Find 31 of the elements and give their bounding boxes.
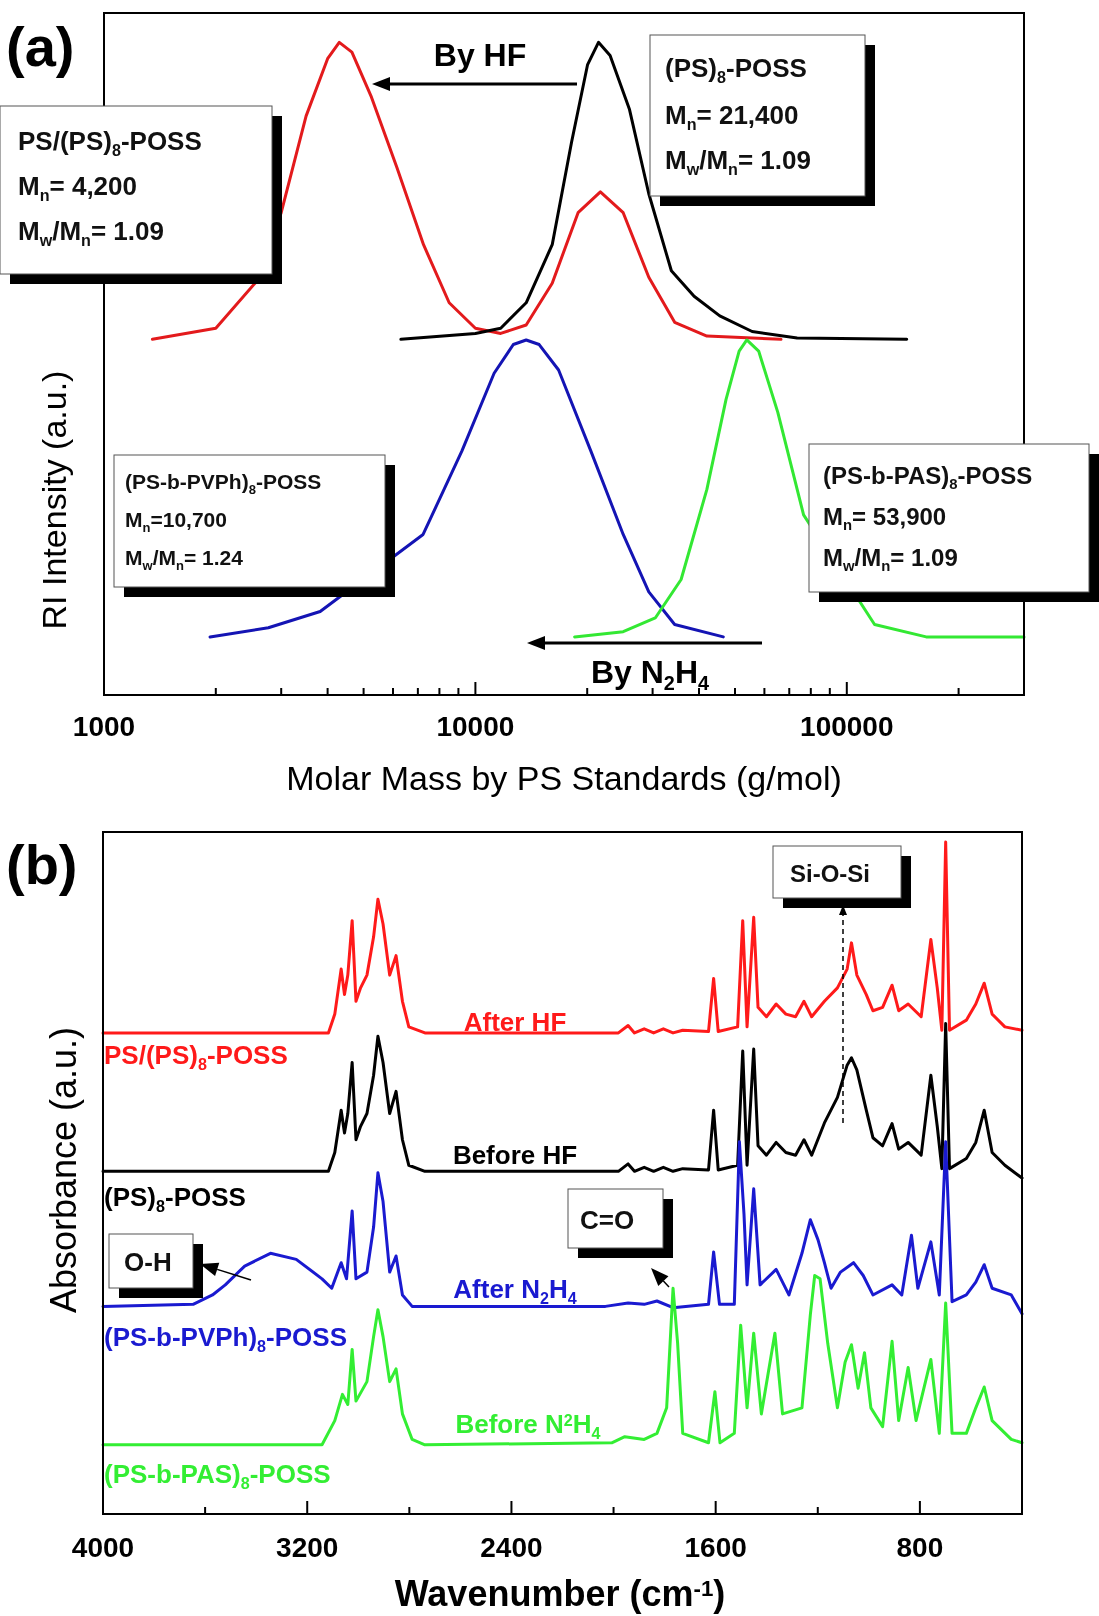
annotation: PS/(PS)$_{8}$-POSS [104, 1040, 288, 1073]
y-axis-title: Absorbance (a.u.) [43, 1026, 84, 1314]
annotation: After HF [463, 1007, 567, 1037]
annotation: (PS-b-PAS)$_{8}$-POSS [104, 1459, 331, 1492]
text: (b) [6, 833, 78, 896]
annotation: Before N$^{2}$H$_{4}$ [455, 1409, 601, 1442]
annotation: By HF [433, 37, 527, 73]
x-axis-title: Molar Mass by PS Standards (g/mol) [286, 759, 842, 797]
annotation: (PS)$_{8}$-POSS [104, 1182, 246, 1215]
text: (PS)$_{8}$-POSS M$_{n}$= 21,400 M$_{w}$/M$_{n}$= 1.09 [665, 53, 811, 178]
annotation: By N$_{2}$H$_{4}$ [590, 654, 710, 694]
x-tick-label: 1000 [72, 711, 136, 742]
annotation: C=O [580, 1205, 635, 1235]
text: (PS-b-PAS)$_{8}$-POSS M$_{n}$= 53,900 M$_{w}$/M$_{n}$= 1.09 [823, 462, 1033, 575]
text: (a) [6, 15, 75, 78]
annotation: (PS-b-PVPh)$_{8}$-POSS [104, 1322, 347, 1355]
text: PS/(PS)$_{8}$-POSS M$_{n}$= 4,200 M$_{w}$/M$_{n}$= 1.09 [18, 126, 202, 249]
annotation: After N$_{2}$H$_{4}$ [453, 1274, 577, 1307]
annotation: Before HF [452, 1140, 578, 1170]
x-axis-title: Wavenumber (cm$^{-1}$) [394, 1573, 726, 1614]
x-tick-label: 4000 [71, 1532, 135, 1563]
annotation: Si-O-Si [790, 860, 871, 887]
y-axis-title: RI Intensity (a.u.) [35, 370, 73, 630]
x-tick-label: 1600 [684, 1532, 747, 1563]
text: (PS-b-PVPh)$_{8}$-POSS M$_{n}$=10,700 M$_{w}$/M$_{n}$= 1.24 [125, 470, 322, 573]
annotation: O-H [124, 1247, 172, 1277]
x-tick-label: 800 [896, 1532, 944, 1563]
x-tick-label: 10000 [436, 711, 515, 742]
x-tick-label: 3200 [276, 1532, 339, 1563]
x-tick-label: 2400 [480, 1532, 543, 1563]
x-tick-label: 100000 [800, 711, 894, 742]
